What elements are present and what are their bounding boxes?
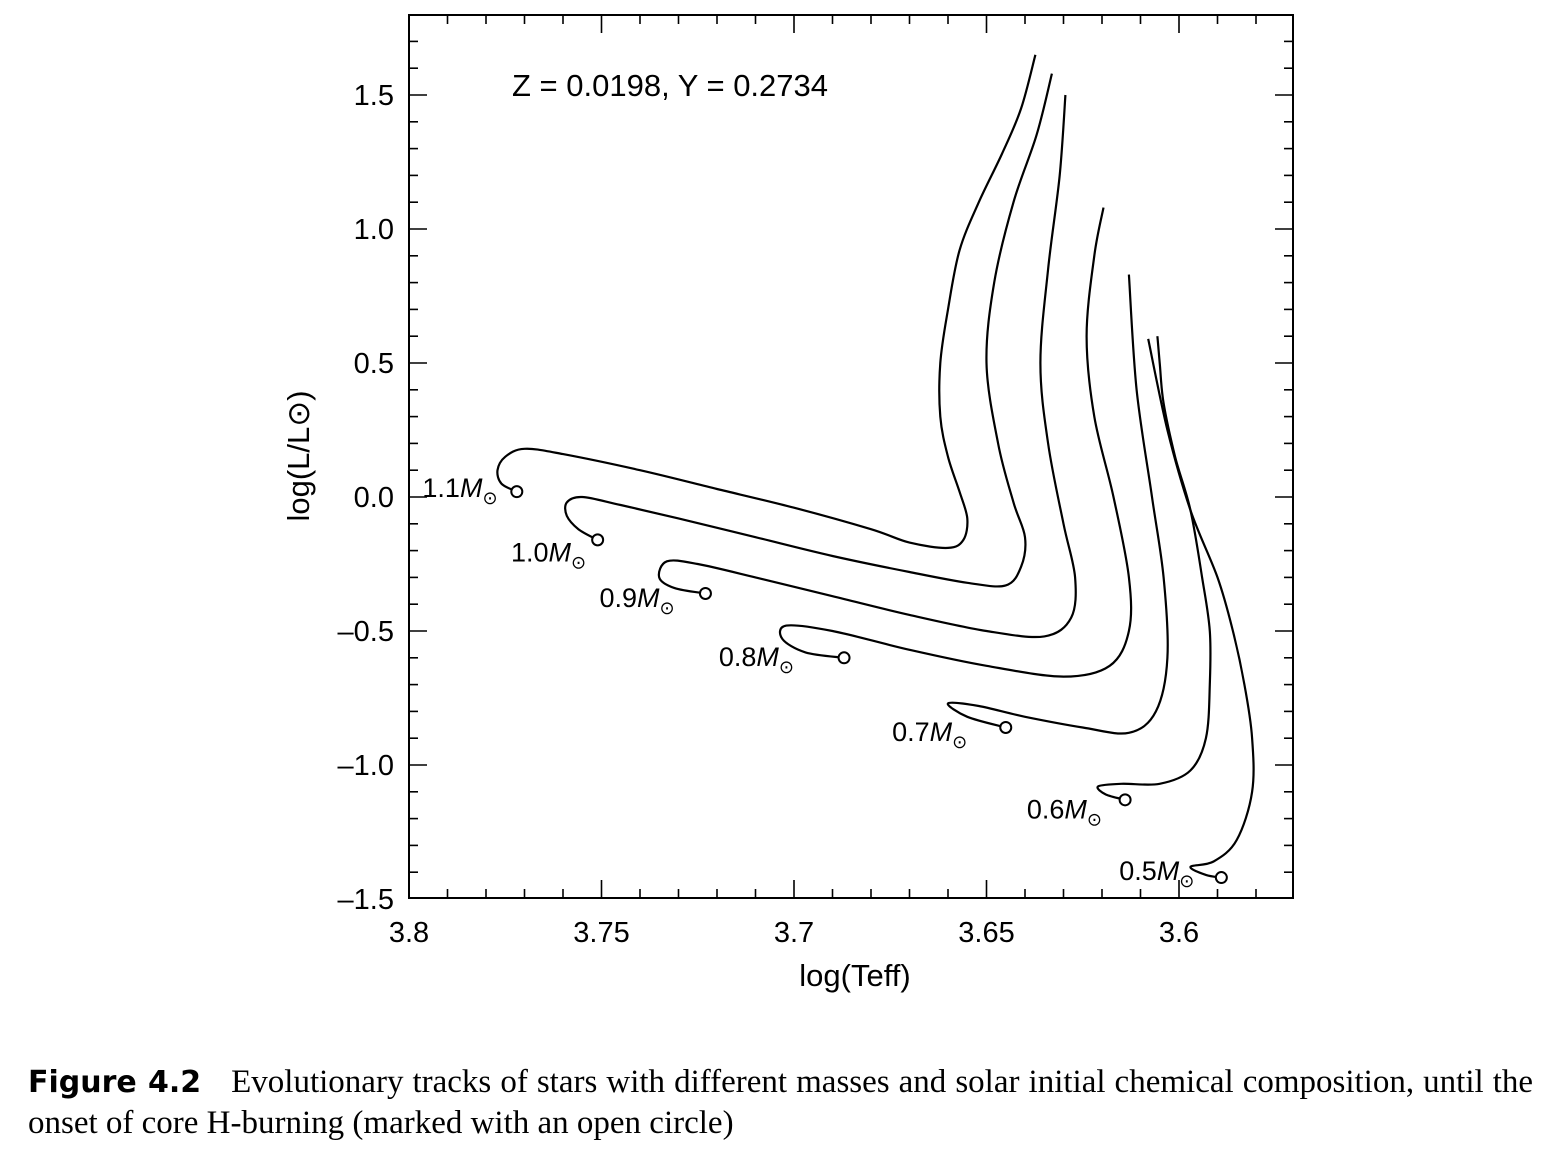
- zams-marker: [591, 533, 605, 547]
- zams-marker: [1118, 793, 1132, 807]
- y-axis-label: log(L/L⊙): [281, 390, 316, 521]
- mass-label-text: 1.0M⊙: [511, 537, 586, 572]
- mass-label-text: 0.7M⊙: [892, 717, 967, 752]
- composition-annotation: Z = 0.0198, Y = 0.2734: [512, 68, 828, 103]
- y-tick-label: 0.0: [354, 482, 394, 514]
- mass-label: 0.8M⊙: [719, 642, 794, 677]
- x-tick-label: 3.65: [958, 917, 1014, 949]
- caption-text: Evolutionary tracks of stars with differ…: [28, 1064, 1534, 1141]
- x-tick-label: 3.6: [1159, 917, 1199, 949]
- track-line: [496, 54, 1037, 550]
- mass-label: 1.1M⊙: [422, 473, 497, 508]
- mass-label: 0.6M⊙: [1027, 795, 1102, 830]
- track-line: [1147, 338, 1255, 879]
- y-tick-label: 1.0: [354, 214, 394, 246]
- zams-marker: [1214, 871, 1228, 885]
- figure-caption: Figure 4.2 Evolutionary tracks of stars w…: [28, 1062, 1533, 1144]
- zams-marker: [999, 720, 1013, 734]
- track-line: [778, 207, 1133, 678]
- mass-label-text: 0.5M⊙: [1119, 856, 1194, 891]
- x-tick-label: 3.8: [389, 917, 429, 949]
- y-tick-label: –1.5: [338, 884, 394, 916]
- plot-frame: [408, 14, 1294, 899]
- mass-label-text: 0.9M⊙: [600, 583, 675, 618]
- hr-diagram: 3.8 3.75 3.7 3.65 3.6 1.5 1.0 0.5 0.0 –0.5 –1.0 –1.…: [281, 14, 1294, 993]
- core-h-burning-markers: [510, 485, 1228, 885]
- track-line: [657, 94, 1077, 639]
- mass-label: 0.7M⊙: [892, 717, 967, 752]
- y-tick-label: –1.0: [338, 750, 394, 782]
- x-axis-label: log(Teff): [799, 958, 910, 993]
- track-line: [1096, 336, 1212, 801]
- mass-label: 0.9M⊙: [600, 583, 675, 618]
- mass-label-text: 1.1M⊙: [422, 473, 497, 508]
- zams-marker: [510, 485, 524, 499]
- y-tick-label: 0.5: [354, 348, 394, 380]
- y-tick-label: 1.5: [354, 80, 394, 112]
- mass-label: 0.5M⊙: [1119, 856, 1194, 891]
- y-tick-label: –0.5: [338, 616, 394, 648]
- mass-label-text: 0.6M⊙: [1027, 795, 1102, 830]
- evolutionary-tracks: [496, 54, 1255, 879]
- x-tick-label: 3.7: [774, 917, 814, 949]
- x-tick-label: 3.75: [573, 917, 629, 949]
- zams-marker: [837, 651, 851, 665]
- zams-marker: [698, 586, 712, 600]
- figure-label: Figure 4.2: [28, 1065, 202, 1100]
- axis-tick-labels: 3.8 3.75 3.7 3.65 3.6 1.5 1.0 0.5 0.0 –0.5 –1.0 –1.…: [338, 80, 1200, 949]
- track-line: [946, 274, 1169, 735]
- mass-labels: 1.1M⊙ 1.0M⊙ 0.9M⊙ 0.8M⊙ 0.7M⊙ 0.6M⊙ 0.5M⊙: [422, 473, 1194, 891]
- mass-label-text: 0.8M⊙: [719, 642, 794, 677]
- track-line: [564, 73, 1053, 588]
- mass-label: 1.0M⊙: [511, 537, 586, 572]
- axis-ticks: [408, 15, 1293, 898]
